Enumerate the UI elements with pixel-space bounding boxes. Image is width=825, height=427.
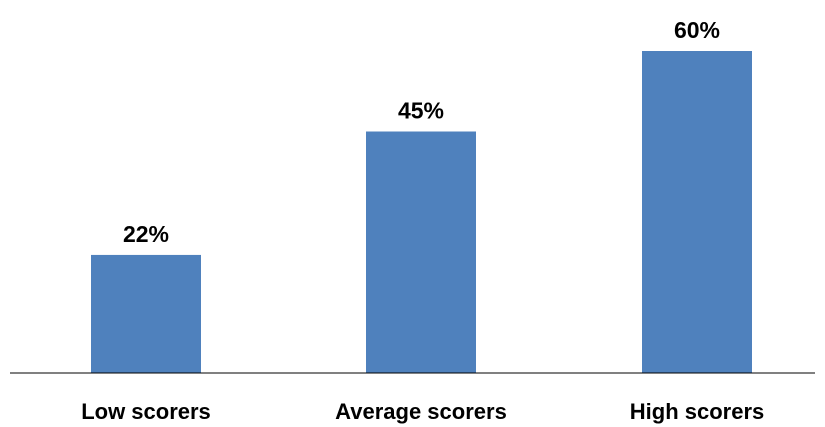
category-labels-group: Low scorers Average scorers High scorers [81,399,764,424]
value-label-0: 22% [123,221,169,247]
bar-1 [366,131,476,373]
category-label-2: High scorers [630,399,765,424]
bar-2 [642,51,752,373]
category-label-1: Average scorers [335,399,507,424]
bar-0 [91,254,201,373]
value-labels-group: 22% 45% 60% [123,17,720,247]
category-label-0: Low scorers [81,399,211,424]
bars-group [91,51,752,373]
value-label-1: 45% [398,98,444,124]
value-label-2: 60% [674,17,720,43]
